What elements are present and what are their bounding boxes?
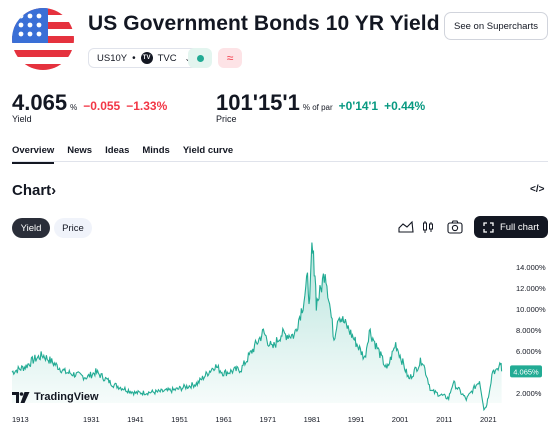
chevron-down-icon: ⌄ [185,54,192,63]
tradingview-brand: TradingView [34,391,99,403]
page-title: US Government Bonds 10 YR Yield [88,12,440,35]
yield-toggle-button[interactable]: Yield [12,218,50,238]
x-tick-label: 2011 [436,415,452,424]
yield-chart[interactable]: 14.000%12.000%10.000%8.000%6.000%2.000% … [0,240,560,432]
last-value-badge: 4.065% [510,365,542,378]
chart-heading-label: Chart [12,182,52,199]
yield-quote: 4.065 % −0.055 −1.33% [12,90,167,116]
candlestick-icon[interactable] [417,216,439,238]
last-value-badge-bg [510,365,542,378]
chevron-right-icon: › [51,182,57,199]
market-status-badge[interactable] [188,48,212,68]
exchange-label: TVC [157,52,177,64]
tradingview-logo: TradingView [12,391,99,403]
y-axis: 14.000% 12.000% 10.000% 8.000% 6.000% 2.000% [516,263,546,398]
symbol-label: US10Y [97,52,128,64]
yield-area-fill [12,242,502,410]
x-tick-label: 1991 [348,415,365,424]
x-tick-label: 2021 [480,415,497,424]
yield-value: 4.065 [12,90,68,115]
x-tick-label: 2001 [392,415,409,424]
us-flag-icon [12,8,74,70]
symbol-exchange-dropdown[interactable]: US10Y • TV TVC ⌄ [88,48,201,68]
tab-minds[interactable]: Minds [142,145,170,156]
y-tick-label: 6.000% [516,347,542,356]
price-change-pct: +0.44% [384,99,426,113]
tab-yield-curve[interactable]: Yield curve [182,145,234,156]
tvc-logo-icon: TV [140,52,153,64]
price-toggle-button[interactable]: Price [54,218,92,238]
section-tabs: Overview News Ideas Minds Yield curve [12,145,246,164]
dot-separator: • [132,52,136,64]
x-tick-label: 1931 [83,415,100,424]
wave-icon[interactable]: ≈ [218,48,242,68]
yield-line [11,242,503,412]
chart-heading-link[interactable]: Chart› [12,182,56,199]
price-value: 101'15'1 [216,90,300,115]
full-chart-button[interactable]: Full chart [474,216,548,238]
y-tick-label: 12.000% [516,284,546,293]
yield-change: −0.055 [83,99,121,113]
price-unit: % of par [302,103,333,112]
price-label: Price [216,114,237,124]
price-quote: 101'15'1 % of par +0'14'1 +0.44% [216,90,425,116]
tab-ideas[interactable]: Ideas [105,145,130,156]
price-change: +0'14'1 [338,99,379,113]
see-on-supercharts-button[interactable]: See on Supercharts [444,12,548,40]
embed-code-icon[interactable]: </> [530,184,545,195]
x-tick-label: 1913 [12,415,29,424]
fullscreen-icon [483,221,494,233]
x-tick-label: 1951 [171,415,188,424]
x-axis: 1913 1931 1941 1951 1961 1971 1981 1991 2001 2011… [12,415,497,424]
y-tick-label: 8.000% [516,326,542,335]
y-tick-label: 14.000% [516,263,546,272]
yield-label: Yield [12,114,32,124]
symbol-row: US10Y • TV TVC ⌄ [88,48,201,68]
full-chart-label: Full chart [499,221,540,233]
tab-news[interactable]: News [67,145,93,156]
camera-icon[interactable] [444,216,466,238]
tabs-divider [12,161,548,162]
x-tick-label: 1981 [304,415,321,424]
area-chart-icon[interactable] [395,216,417,238]
y-tick-label: 2.000% [516,389,542,398]
last-value-label: 4.065% [513,367,539,376]
status-dot-icon [196,54,204,62]
x-tick-label: 1961 [215,415,232,424]
yield-change-pct: −1.33% [126,99,168,113]
yield-unit: % [70,103,78,112]
tradingview-logo-icon [12,391,30,403]
y-tick-label: 10.000% [516,305,546,314]
x-tick-label: 1971 [259,415,276,424]
x-tick-label: 1941 [127,415,144,424]
tab-overview[interactable]: Overview [12,145,55,164]
